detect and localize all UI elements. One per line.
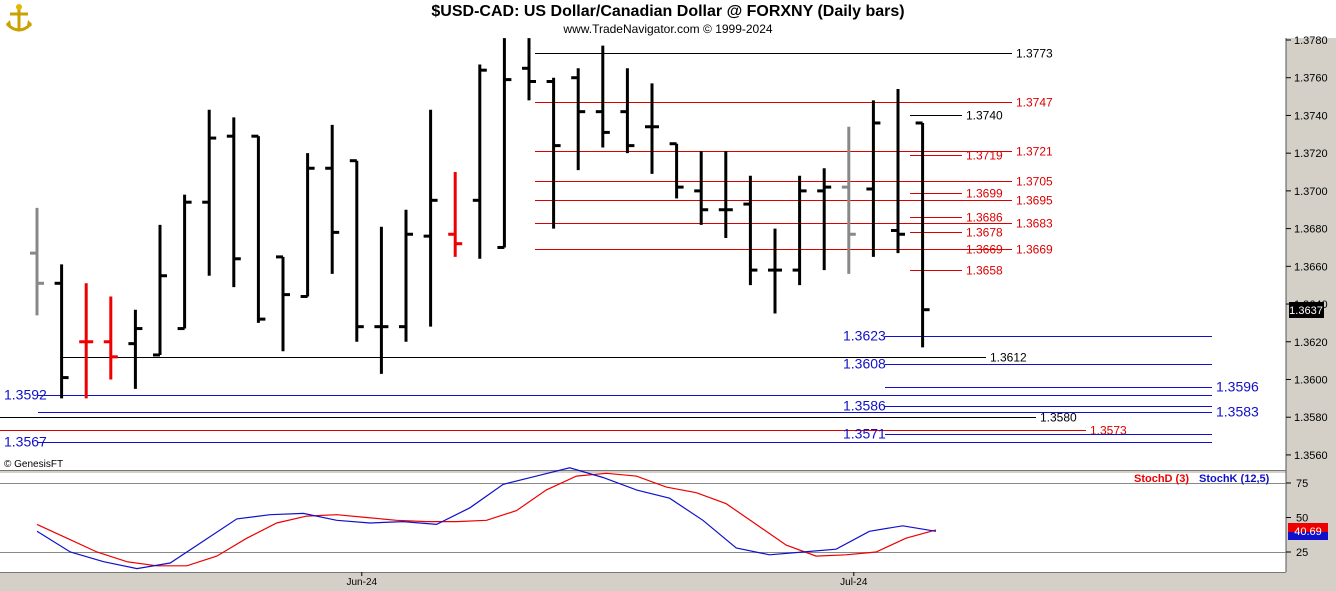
y-tick-label: 1.3740 bbox=[1294, 110, 1328, 122]
level-label: 1.3695 bbox=[1016, 194, 1053, 208]
ohlc-bar[interactable] bbox=[54, 264, 69, 399]
level-label: 1.3580 bbox=[1040, 411, 1077, 425]
ohlc-bar[interactable] bbox=[694, 151, 709, 225]
stoch-tick-label: 75 bbox=[1296, 478, 1308, 490]
ohlc-bar[interactable] bbox=[202, 109, 217, 276]
y-tick-label: 1.3580 bbox=[1294, 412, 1328, 424]
ohlc-bar[interactable] bbox=[374, 226, 389, 374]
y-tick-label: 1.3720 bbox=[1294, 148, 1328, 160]
level-label: 1.3608 bbox=[843, 356, 886, 372]
level-label: 1.3623 bbox=[843, 328, 886, 344]
y-tick-label: 1.3660 bbox=[1294, 261, 1328, 273]
ohlc-bar[interactable] bbox=[300, 153, 315, 298]
level-label: 1.3586 bbox=[843, 398, 886, 414]
ohlc-bar[interactable] bbox=[571, 68, 586, 171]
ohlc-bar[interactable] bbox=[153, 224, 167, 357]
stoch-tick-label: 50 bbox=[1296, 513, 1308, 525]
y-tick-label: 1.3700 bbox=[1294, 186, 1328, 198]
y-tick-label: 1.3620 bbox=[1294, 337, 1328, 349]
y-tick-label: 1.3560 bbox=[1294, 450, 1328, 462]
level-label: 1.3747 bbox=[1016, 96, 1053, 110]
level-label: 1.3678 bbox=[966, 226, 1003, 240]
y-tick-label: 1.3600 bbox=[1294, 374, 1328, 386]
level-label: 1.3719 bbox=[966, 149, 1003, 163]
stochastic-panel-background bbox=[0, 473, 1286, 572]
stoch-series-line bbox=[36, 472, 937, 567]
y-tick-label: 1.3760 bbox=[1294, 73, 1328, 85]
ohlc-bar[interactable] bbox=[743, 175, 758, 286]
level-label: 1.3583 bbox=[1216, 404, 1259, 420]
ohlc-bar[interactable] bbox=[522, 38, 536, 101]
ohlc-bar[interactable] bbox=[276, 255, 290, 352]
ohlc-bar[interactable] bbox=[841, 126, 856, 274]
ohlc-bar[interactable] bbox=[399, 209, 413, 342]
level-label: 1.3573 bbox=[1090, 424, 1127, 438]
level-label: 1.3612 bbox=[990, 351, 1027, 365]
legend-stochk: StochK (12,5) bbox=[1199, 473, 1270, 485]
ohlc-bar[interactable] bbox=[30, 207, 44, 316]
legend-stochd: StochD (3) bbox=[1134, 473, 1189, 485]
stoch-series-line bbox=[36, 467, 937, 570]
y-tick-label: 1.3680 bbox=[1294, 224, 1328, 236]
y-tick-label: 1.3780 bbox=[1294, 35, 1328, 47]
ohlc-bar[interactable] bbox=[620, 68, 635, 154]
price-panel-background bbox=[0, 38, 1286, 470]
level-label: 1.3721 bbox=[1016, 145, 1053, 159]
level-label: 1.3592 bbox=[4, 387, 47, 403]
ohlc-bar[interactable] bbox=[448, 172, 463, 257]
level-label: 1.3658 bbox=[966, 264, 1003, 278]
stoch-tick-label: 25 bbox=[1296, 547, 1308, 559]
ohlc-bar[interactable] bbox=[792, 175, 807, 286]
level-label: 1.3669 bbox=[1016, 243, 1053, 257]
ohlc-bar[interactable] bbox=[103, 296, 118, 380]
level-label: 1.3669 bbox=[966, 243, 1003, 257]
level-label: 1.3740 bbox=[966, 109, 1003, 123]
ohlc-bar[interactable] bbox=[79, 283, 94, 399]
ohlc-bar[interactable] bbox=[128, 309, 143, 389]
chart-title: $USD-CAD: US Dollar/Canadian Dollar @ FO… bbox=[431, 3, 905, 20]
level-label: 1.3773 bbox=[1016, 47, 1053, 61]
level-label: 1.3571 bbox=[843, 426, 886, 442]
genesis-credit: © GenesisFT bbox=[4, 459, 63, 470]
last-price-badge bbox=[1289, 302, 1324, 318]
level-label: 1.3705 bbox=[1016, 175, 1053, 189]
ohlc-bar[interactable] bbox=[915, 121, 930, 348]
ohlc-bar[interactable] bbox=[817, 168, 832, 271]
ohlc-bar[interactable] bbox=[325, 124, 340, 274]
ohlc-bar[interactable] bbox=[546, 77, 561, 229]
ohlc-bar[interactable] bbox=[226, 117, 241, 288]
ohlc-bar[interactable] bbox=[645, 83, 659, 174]
level-label: 1.3596 bbox=[1216, 379, 1259, 395]
ohlc-bar[interactable] bbox=[177, 194, 192, 331]
level-label: 1.3567 bbox=[4, 434, 47, 450]
ohlc-bar[interactable] bbox=[669, 142, 684, 199]
ohlc-bar[interactable] bbox=[251, 134, 266, 323]
ohlc-bar[interactable] bbox=[866, 100, 881, 257]
ohlc-bar[interactable] bbox=[718, 151, 733, 239]
x-tick-label: Jun-24 bbox=[347, 577, 378, 588]
ohlc-bar[interactable] bbox=[891, 89, 905, 254]
chart-subtitle: www.TradeNavigator.com © 1999-2024 bbox=[563, 22, 773, 36]
ohlc-bar[interactable] bbox=[768, 228, 782, 314]
level-label: 1.3686 bbox=[966, 211, 1003, 225]
ohlc-bar[interactable] bbox=[595, 45, 610, 148]
ohlc-bar[interactable] bbox=[472, 64, 487, 259]
ohlc-bar[interactable] bbox=[497, 38, 512, 249]
chart-header: $USD-CAD: US Dollar/Canadian Dollar @ FO… bbox=[0, 0, 1336, 38]
stoch-last-label: 40.69 bbox=[1294, 526, 1322, 538]
trade-navigator-logo-icon bbox=[2, 2, 36, 36]
ohlc-bar[interactable] bbox=[423, 109, 438, 327]
ohlc-bar[interactable] bbox=[349, 159, 364, 342]
last-price-label: 1.3637 bbox=[1289, 305, 1323, 317]
level-label: 1.3683 bbox=[1016, 217, 1053, 231]
level-label: 1.3699 bbox=[966, 187, 1003, 201]
x-tick-label: Jul-24 bbox=[840, 577, 868, 588]
